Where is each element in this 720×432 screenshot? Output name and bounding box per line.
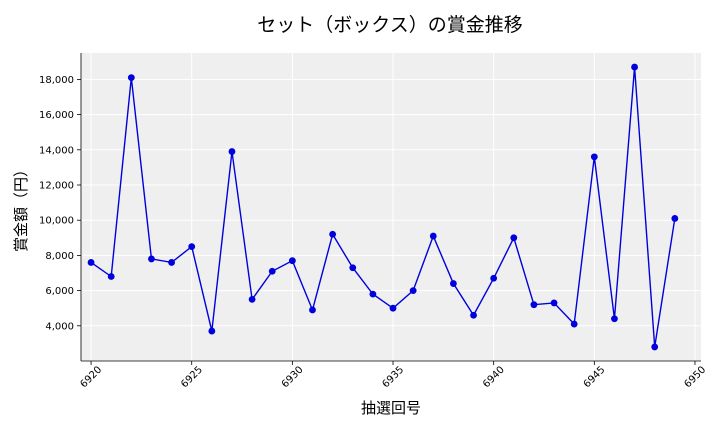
data-point <box>168 259 175 266</box>
x-tick-label: 6930 <box>280 364 306 390</box>
data-point <box>309 306 316 314</box>
data-point <box>611 315 618 323</box>
y-tick-label: 4,000 <box>45 321 74 332</box>
data-point <box>490 274 498 282</box>
data-point <box>450 280 457 287</box>
data-point <box>631 63 638 71</box>
data-point <box>470 311 477 319</box>
x-tick-label: 6950 <box>682 364 708 390</box>
data-point <box>329 230 337 238</box>
x-tick-label: 6925 <box>179 364 205 390</box>
y-tick-label: 16,000 <box>39 110 74 121</box>
data-point <box>228 148 236 155</box>
data-point <box>349 264 357 272</box>
data-point <box>671 215 679 222</box>
data-point <box>550 299 558 307</box>
data-point <box>288 257 296 265</box>
data-point <box>651 343 659 351</box>
y-axis-label: 賞金額（円） <box>12 162 30 252</box>
x-tick-label: 6945 <box>582 364 608 390</box>
data-point <box>268 267 276 275</box>
series <box>87 63 679 351</box>
y-tick-label: 14,000 <box>39 145 74 156</box>
data-point <box>148 255 155 263</box>
y-tick-label: 8,000 <box>45 251 74 262</box>
data-point <box>409 287 417 294</box>
y-tick-label: 10,000 <box>39 216 74 227</box>
x-axis-label: 抽選回号 <box>361 399 421 417</box>
data-point <box>389 304 397 312</box>
x-tick-label: 6920 <box>79 364 105 390</box>
data-point <box>590 153 598 161</box>
y-tick-label: 6,000 <box>45 286 74 297</box>
data-point <box>530 301 538 309</box>
x-tick-label: 6940 <box>481 364 507 390</box>
series-line <box>90 67 676 348</box>
grid <box>81 53 701 361</box>
data-point <box>107 273 115 280</box>
y-tick-label: 18,000 <box>39 75 74 86</box>
data-point <box>510 234 518 242</box>
data-point <box>208 327 216 335</box>
data-point <box>127 74 135 82</box>
data-point <box>87 259 95 266</box>
chart-title: セット（ボックス）の賞金推移 <box>257 14 522 36</box>
x-tick-label: 6935 <box>380 364 406 390</box>
plot-area <box>81 53 701 361</box>
data-point <box>570 320 578 328</box>
data-point <box>188 243 196 251</box>
data-point <box>429 232 437 240</box>
data-point <box>369 290 377 298</box>
data-point <box>248 296 256 303</box>
y-tick-label: 12,000 <box>39 181 74 192</box>
